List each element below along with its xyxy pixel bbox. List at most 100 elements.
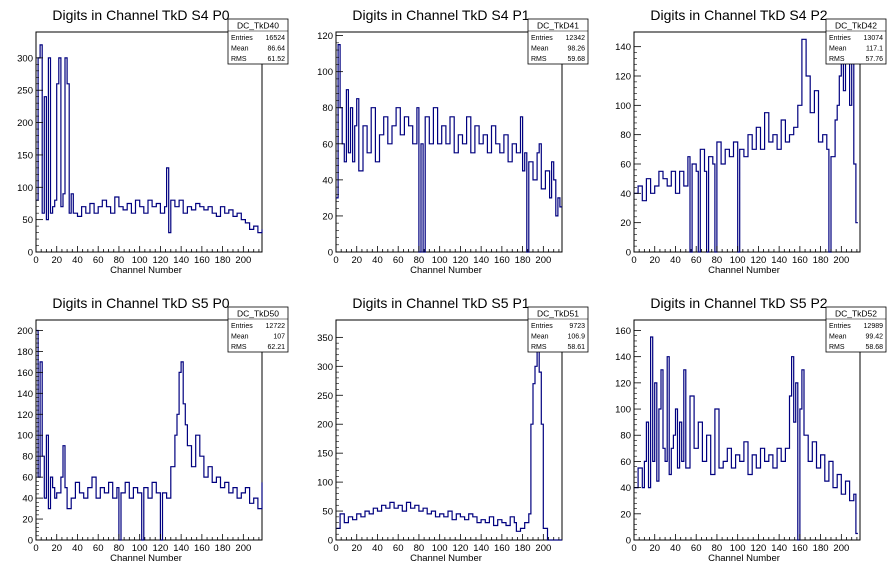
x-tick-label: 180 [515, 543, 531, 554]
stats-value: 12989 [864, 323, 884, 330]
y-tick-label: 140 [615, 352, 631, 363]
x-tick-label: 20 [51, 543, 62, 554]
stats-value: 59.68 [567, 56, 585, 63]
x-tick-label: 200 [235, 543, 251, 554]
stats-box: DC_TkD51 Entries 9723 Mean 106.9 RMS 58.61 [527, 306, 589, 353]
x-tick-label: 160 [194, 255, 210, 266]
stats-name: DC_TkD42 [835, 21, 877, 31]
x-tick-label: 200 [833, 543, 849, 554]
y-tick-label: 20 [620, 509, 631, 520]
x-tick-label: 160 [792, 255, 808, 266]
x-tick-label: 180 [813, 543, 829, 554]
stats-box: DC_TkD52 Entries 12989 Mean 99.42 RMS 58.68 [825, 306, 887, 353]
stats-key: Mean [231, 334, 249, 341]
y-tick-label: 0 [328, 248, 333, 259]
x-tick-label: 0 [33, 543, 38, 554]
x-tick-label: 200 [535, 543, 551, 554]
y-tick-label: 0 [626, 536, 631, 547]
stats-name: DC_TkD51 [537, 309, 579, 319]
stats-key: Entries [829, 35, 851, 42]
stats-value: 98.26 [567, 46, 585, 53]
stats-key: RMS [531, 56, 547, 63]
x-tick-label: 200 [235, 255, 251, 266]
y-tick-label: 100 [17, 183, 33, 194]
y-tick-label: 250 [317, 391, 333, 402]
x-tick-label: 160 [494, 543, 510, 554]
stats-value: 12342 [566, 35, 586, 42]
stats-box-frame [227, 306, 289, 353]
y-tick-label: 20 [22, 515, 33, 526]
histogram-panel: Digits in Channel TkD S5 P1 0 20 40 60 80 100 1… [317, 295, 589, 564]
x-tick-label: 120 [452, 543, 468, 554]
y-tick-label: 100 [615, 405, 631, 416]
plot-frame [35, 319, 263, 541]
y-tick-label: 40 [620, 189, 631, 200]
histogram-panel: Digits in Channel TkD S4 P2 0 20 40 60 80 100 1… [615, 7, 887, 276]
histogram-line [634, 336, 858, 541]
y-tick-label: 80 [322, 103, 333, 114]
x-tick-label: 20 [351, 543, 362, 554]
x-tick-label: 100 [730, 255, 746, 266]
y-tick-label: 40 [22, 494, 33, 505]
x-tick-label: 60 [691, 543, 702, 554]
x-tick-label: 0 [631, 255, 636, 266]
stats-box-frame [825, 306, 887, 353]
stats-key: Entries [231, 323, 253, 330]
y-tick-label: 80 [22, 452, 33, 463]
y-tick-label: 80 [620, 431, 631, 442]
stats-value: 99.42 [865, 334, 883, 341]
stats-key: Entries [231, 35, 253, 42]
x-tick-label: 140 [173, 543, 189, 554]
x-tick-label: 140 [473, 543, 489, 554]
y-tick-label: 250 [17, 86, 33, 97]
x-tick-label: 40 [372, 255, 383, 266]
x-tick-label: 120 [452, 255, 468, 266]
x-tick-label: 100 [132, 543, 148, 554]
stats-value: 57.76 [865, 56, 883, 63]
stats-box: DC_TkD50 Entries 12722 Mean 107 RMS 62.21 [227, 306, 289, 353]
x-tick-label: 80 [414, 543, 425, 554]
x-tick-label: 20 [351, 255, 362, 266]
y-tick-label: 100 [17, 431, 33, 442]
y-tick-label: 160 [615, 326, 631, 337]
stats-box-frame [227, 18, 289, 65]
chart-title: Digits in Channel TkD S4 P2 [650, 7, 827, 23]
x-tick-label: 80 [414, 255, 425, 266]
stats-box-frame [527, 306, 589, 353]
y-tick-label: 300 [17, 53, 33, 64]
x-tick-label: 80 [114, 543, 125, 554]
y-tick-label: 200 [17, 118, 33, 129]
stats-key: RMS [829, 56, 845, 63]
x-tick-label: 80 [712, 543, 723, 554]
stats-key: RMS [231, 344, 247, 351]
x-tick-label: 140 [473, 255, 489, 266]
stats-key: Entries [531, 323, 553, 330]
stats-key: Mean [531, 334, 549, 341]
x-axis-label: Channel Number [410, 553, 482, 564]
x-tick-label: 100 [730, 543, 746, 554]
y-tick-label: 120 [615, 72, 631, 83]
y-tick-label: 100 [615, 101, 631, 112]
x-tick-label: 80 [712, 255, 723, 266]
chart-title: Digits in Channel TkD S5 P0 [52, 295, 229, 311]
y-tick-label: 20 [620, 218, 631, 229]
x-tick-label: 20 [51, 255, 62, 266]
stats-value: 16524 [266, 35, 286, 42]
y-tick-label: 20 [322, 211, 333, 222]
y-tick-label: 0 [28, 248, 33, 259]
y-tick-label: 60 [620, 457, 631, 468]
y-tick-label: 350 [317, 333, 333, 344]
chart-title: Digits in Channel TkD S4 P1 [352, 7, 529, 23]
x-tick-label: 140 [771, 543, 787, 554]
stats-key: RMS [829, 344, 845, 351]
y-tick-label: 140 [615, 42, 631, 53]
stats-box: DC_TkD41 Entries 12342 Mean 98.26 RMS 59.68 [527, 18, 589, 65]
x-tick-label: 140 [771, 255, 787, 266]
plot-frame [633, 31, 861, 253]
stats-value: 13074 [864, 35, 884, 42]
x-tick-label: 180 [515, 255, 531, 266]
y-tick-label: 200 [317, 420, 333, 431]
y-tick-label: 100 [317, 478, 333, 489]
stats-box: DC_TkD42 Entries 13074 Mean 117.1 RMS 57.76 [825, 18, 887, 65]
chart-title: Digits in Channel TkD S4 P0 [52, 7, 229, 23]
